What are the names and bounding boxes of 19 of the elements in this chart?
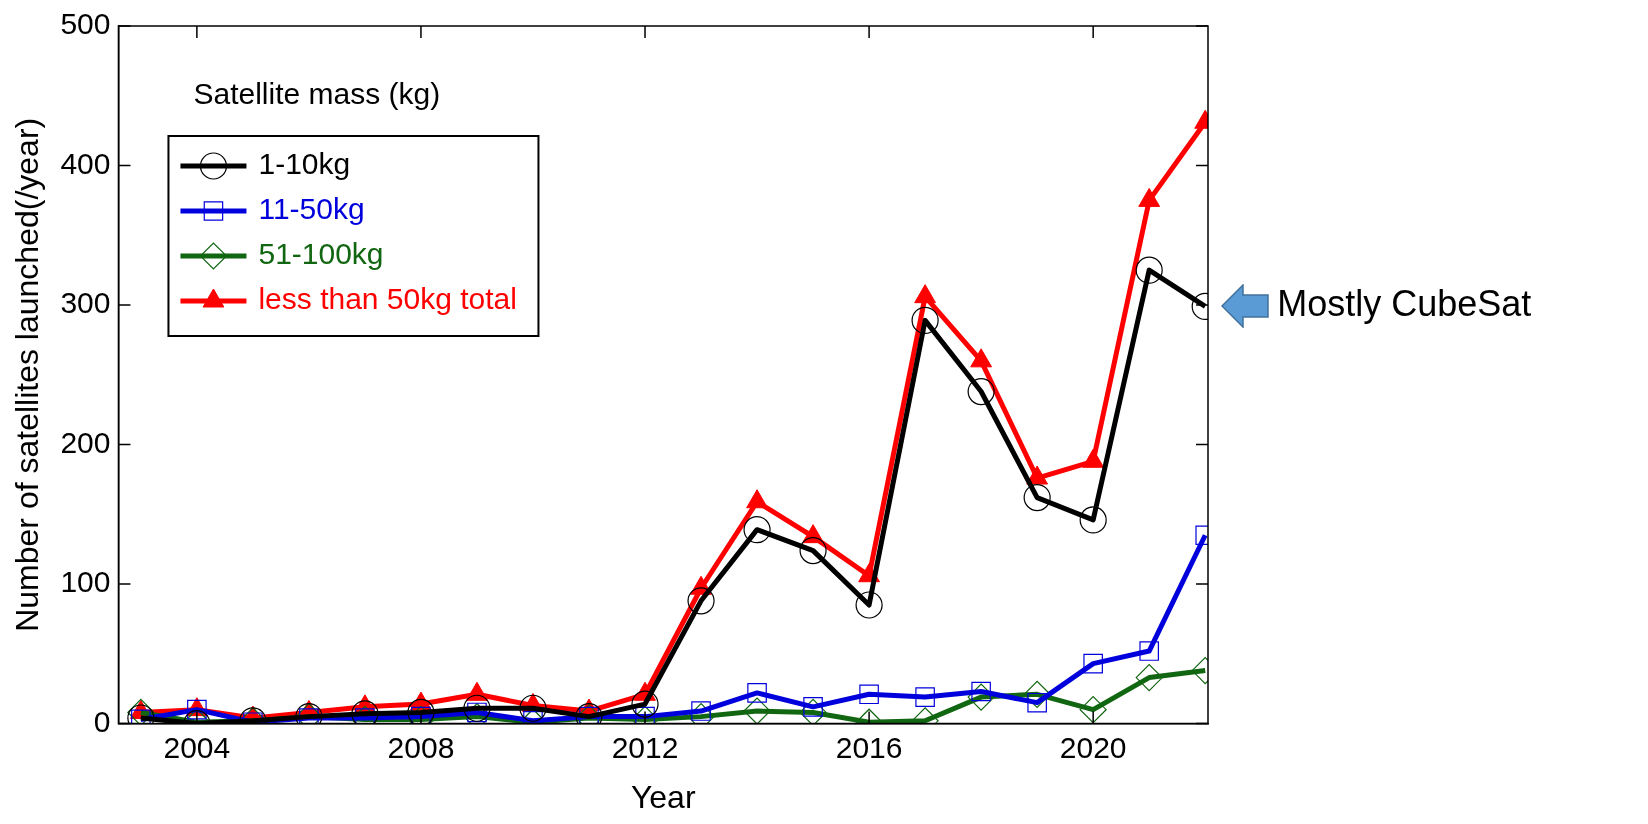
- x-tick-label: 2020: [1059, 730, 1127, 764]
- y-tick-label: 500: [60, 7, 111, 41]
- y-tick-label: 0: [93, 704, 111, 738]
- legend-label: 11-50kg: [258, 192, 365, 226]
- y-tick-label: 100: [60, 565, 111, 599]
- y-tick-label: 200: [60, 425, 111, 459]
- y-tick-label: 400: [60, 146, 111, 180]
- x-tick-label: 2016: [835, 730, 903, 764]
- x-tick-label: 2004: [163, 730, 231, 764]
- x-tick-label: 2012: [611, 730, 679, 764]
- y-axis-title: Number of satellites launched(/year): [9, 117, 46, 632]
- legend-title: Satellite mass (kg): [193, 77, 441, 111]
- x-tick-label: 2008: [387, 730, 455, 764]
- legend-label: less than 50kg total: [258, 282, 517, 316]
- legend-label: 51-100kg: [258, 237, 384, 271]
- annotation: Mostly CubeSat: [1277, 283, 1532, 325]
- legend-label: 1-10kg: [258, 147, 351, 181]
- x-axis-title: Year: [630, 778, 696, 815]
- y-tick-label: 300: [60, 286, 111, 320]
